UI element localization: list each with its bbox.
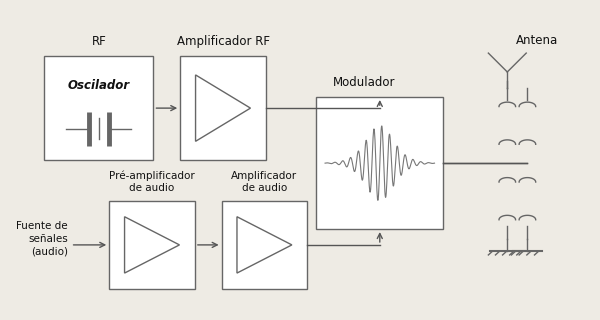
Polygon shape: [125, 217, 179, 273]
Bar: [316, 97, 443, 229]
Bar: [109, 201, 195, 289]
Polygon shape: [237, 217, 292, 273]
Text: RF: RF: [91, 36, 106, 48]
Text: Antena: Antena: [516, 34, 558, 47]
Bar: [221, 201, 307, 289]
Polygon shape: [196, 75, 250, 141]
Text: Amplificador
de audio: Amplificador de audio: [232, 171, 298, 193]
Bar: [180, 56, 266, 160]
Text: Oscilador: Oscilador: [68, 79, 130, 92]
Text: Pré-amplificador
de audio: Pré-amplificador de audio: [109, 170, 195, 193]
Text: Modulador: Modulador: [333, 76, 396, 89]
Text: Fuente de
señales
(audio): Fuente de señales (audio): [16, 221, 68, 256]
Bar: [44, 56, 154, 160]
Text: Amplificador RF: Amplificador RF: [176, 36, 269, 48]
